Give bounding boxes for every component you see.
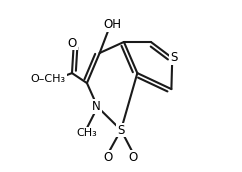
Text: O–CH₃: O–CH₃	[31, 74, 66, 84]
Text: O: O	[51, 73, 60, 86]
Text: O: O	[67, 36, 77, 50]
Text: O: O	[104, 151, 113, 164]
Text: OH: OH	[103, 18, 121, 31]
Text: O: O	[129, 151, 138, 164]
Text: CH₃: CH₃	[76, 128, 97, 138]
Text: S: S	[170, 51, 177, 64]
Text: N: N	[92, 100, 101, 113]
Text: S: S	[117, 123, 125, 137]
